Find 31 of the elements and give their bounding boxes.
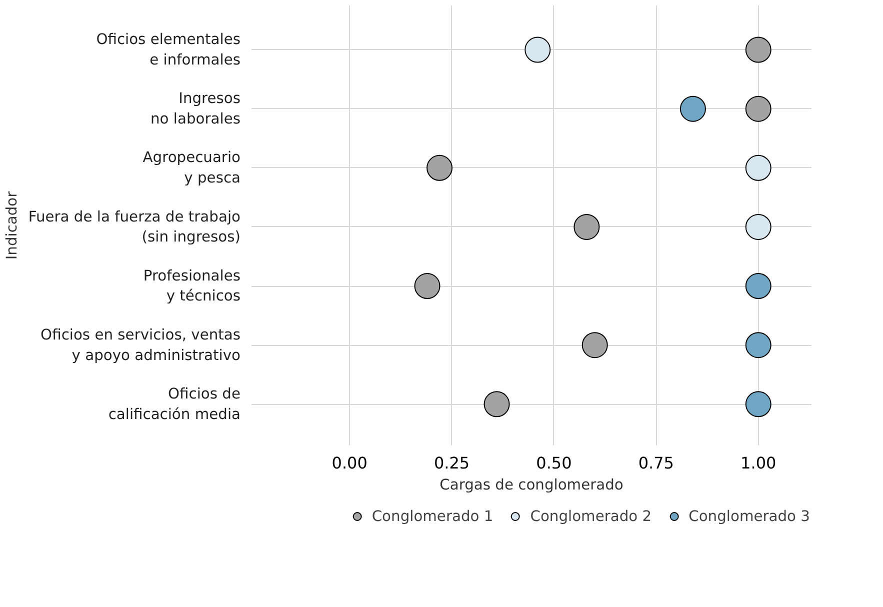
y-tick-label: Fuera de la fuerza de trabajo (sin ingresos) [28,208,241,246]
point [426,154,453,181]
x-tick-label: 0.00 [332,454,368,472]
y-tick-label: Agropecuario y pesca [142,149,241,187]
x-tick-label: 1.00 [740,454,776,472]
point [745,154,772,181]
legend-label: Conglomerado 3 [688,508,810,524]
point [745,332,772,358]
point [745,36,772,63]
point [484,391,510,418]
point [680,96,706,122]
legend-label: Conglomerado 1 [372,508,494,524]
point [414,273,440,300]
x-tick-label: 0.50 [536,454,572,472]
legend-label: Conglomerado 2 [530,508,652,524]
x-tick-label: 0.75 [638,454,674,472]
y-tick-label: Oficios elementales e informales [96,31,241,68]
point [582,332,608,358]
point [524,36,551,63]
y-tick-label: Oficios de calificación media [108,385,241,423]
point [745,96,772,122]
point [574,214,600,240]
y-tick-label: Oficios en servicios, ventas y apoyo administrativo [40,326,241,364]
point [745,214,772,240]
point [745,391,772,418]
y-tick-label: Profesionales y técnicos [143,267,241,305]
point [745,273,772,300]
y-tick-label: Ingresos no laborales [150,90,241,128]
y-axis-title: Indicador [3,190,20,260]
x-tick-label: 0.25 [434,454,470,472]
x-axis-title: Cargas de conglomerado [440,476,624,494]
